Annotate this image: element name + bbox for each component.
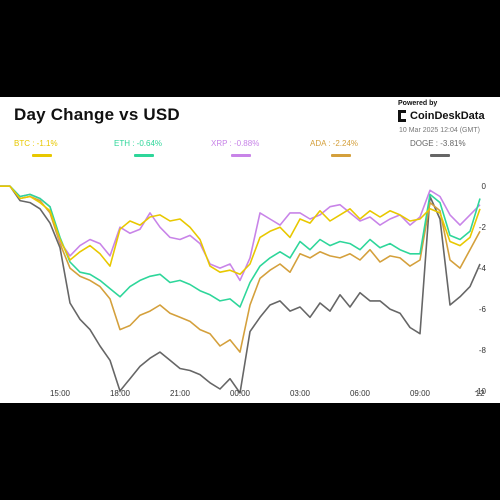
brand-name: CoinDeskData: [410, 110, 485, 122]
legend-swatch-xrp: [231, 154, 251, 157]
y-tick-label: -6: [479, 305, 487, 314]
series-line-btc: [0, 185, 481, 276]
series-line-ada: [0, 185, 481, 353]
legend-item-btc: BTC : -1.1%: [14, 139, 58, 148]
coindesk-logo-icon: [398, 110, 407, 122]
legend-item-doge: DOGE : -3.81%: [410, 139, 466, 148]
series-line-eth: [0, 185, 481, 308]
y-tick-label: -2: [479, 223, 487, 232]
x-tick-label: 21:00: [170, 389, 191, 398]
chart-title: Day Change vs USD: [14, 105, 180, 124]
brand-logo: CoinDeskData: [398, 110, 485, 122]
powered-by-label: Powered by: [398, 100, 438, 107]
series-line-doge: [0, 185, 481, 394]
x-tick-label: 15:00: [50, 389, 71, 398]
x-tick-label: 18:00: [110, 389, 131, 398]
timestamp: 10 Mar 2025 12:04 (GMT): [399, 127, 480, 134]
legend-item-xrp: XRP : -0.88%: [211, 139, 260, 148]
x-tick-label: 06:00: [350, 389, 371, 398]
legend-swatch-doge: [430, 154, 450, 157]
legend-swatch-btc: [32, 154, 52, 157]
legend-swatch-eth: [134, 154, 154, 157]
x-tick-label: 03:00: [290, 389, 311, 398]
legend-swatch-ada: [331, 154, 351, 157]
x-tick-label: 00:00: [230, 389, 251, 398]
y-tick-label: 0: [482, 182, 487, 191]
legend-item-ada: ADA : -2.24%: [310, 139, 359, 148]
x-tick-label: 09:00: [410, 389, 431, 398]
plot-area: 0 -2 -4 -6 -8 -10 15:00 18:00 21:00 00:00 03:00 06:…: [0, 182, 487, 398]
series-line-xrp: [0, 185, 481, 282]
y-tick-label: -10: [474, 387, 486, 396]
legend-item-eth: ETH : -0.64%: [114, 139, 163, 148]
y-tick-label: -8: [479, 346, 487, 355]
x-tick-label: 12: [476, 389, 485, 398]
y-tick-label: -4: [479, 264, 487, 273]
chart-card: Day Change vs USD Powered by CoinDeskDat…: [0, 97, 500, 403]
